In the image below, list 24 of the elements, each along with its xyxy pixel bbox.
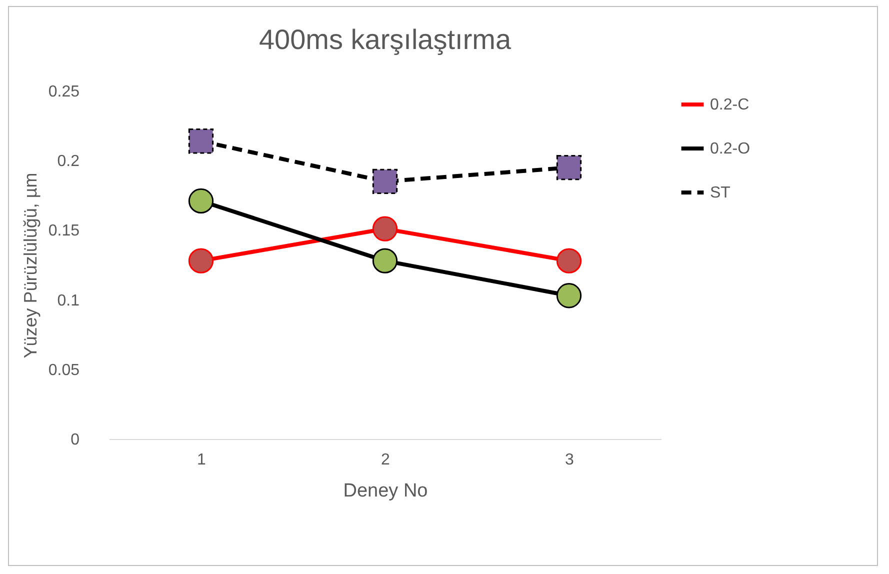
y-axis-title: Yüzey Pürüzlülüğü, µm <box>20 172 40 358</box>
x-tick-label: 3 <box>565 452 574 468</box>
x-axis-title: Deney No <box>343 480 428 502</box>
y-tick-label: 0.1 <box>57 292 80 310</box>
chart-title: 400ms karşılaştırma <box>258 24 512 55</box>
legend-label: ST <box>710 184 731 202</box>
point <box>188 248 214 274</box>
point <box>188 188 214 214</box>
point <box>556 154 582 180</box>
y-tick-label: 0.05 <box>48 362 80 379</box>
point <box>188 128 214 154</box>
point <box>556 283 582 308</box>
y-tick-label: 0.25 <box>48 84 80 100</box>
y-tick-label: 0 <box>70 432 80 448</box>
x-tick-label: 1 <box>197 452 206 468</box>
x-tick-label: 2 <box>381 452 390 468</box>
point <box>556 248 582 274</box>
point <box>372 248 398 274</box>
legend-label: 0.2-C <box>710 96 750 114</box>
point <box>372 168 398 194</box>
y-tick-label: 0.15 <box>48 222 80 240</box>
y-tick-label: 0.2 <box>57 153 80 170</box>
point <box>372 216 398 242</box>
legend-label: 0.2-O <box>710 140 750 158</box>
